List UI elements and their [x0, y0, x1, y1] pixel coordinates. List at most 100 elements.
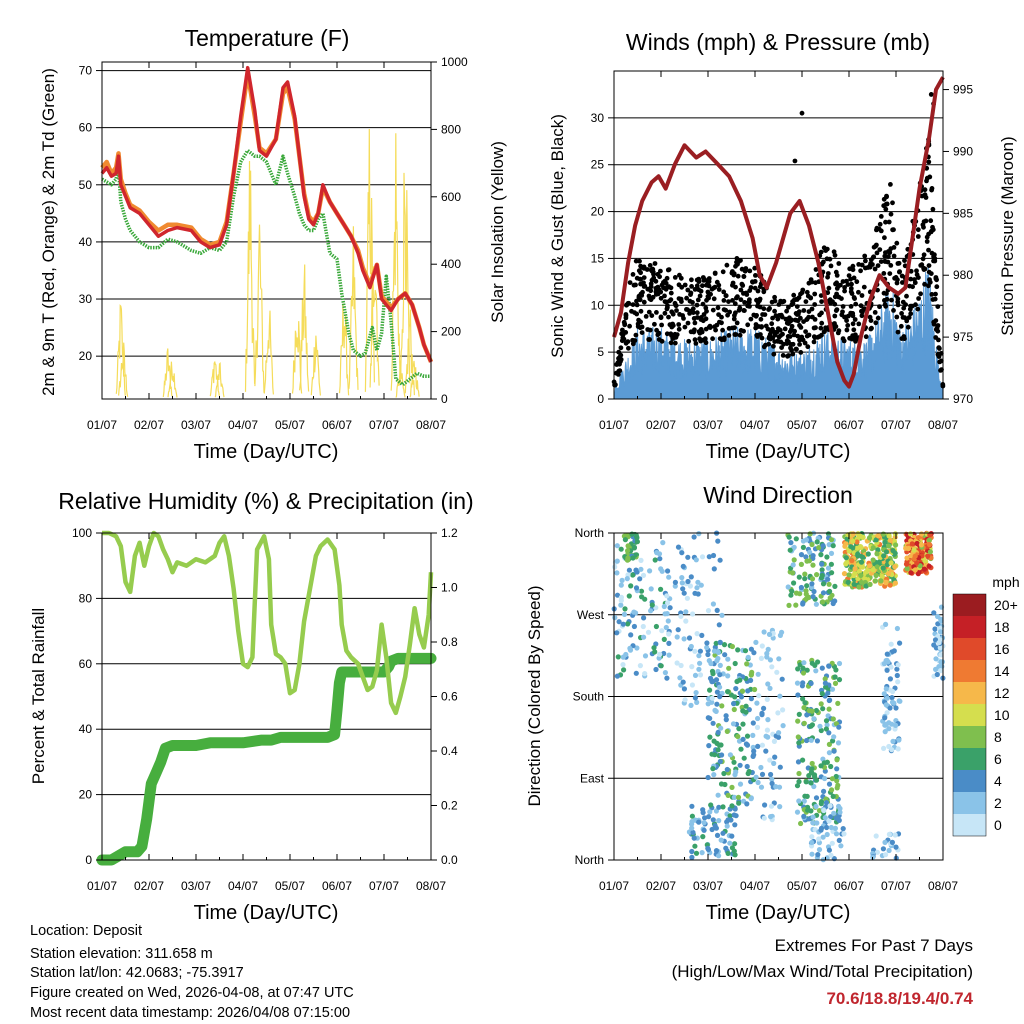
gust-point [674, 308, 679, 313]
direction-point [822, 815, 828, 821]
gust-point [743, 266, 749, 271]
gust-point [692, 287, 698, 292]
direction-point [619, 577, 625, 584]
direction-point [752, 686, 758, 693]
direction-point [735, 647, 741, 653]
direction-point [681, 636, 687, 642]
gust-point [641, 280, 646, 286]
direction-point [809, 839, 815, 846]
direction-point [768, 814, 774, 820]
direction-point [631, 544, 638, 551]
gust-point [834, 286, 840, 291]
direction-point [720, 804, 726, 810]
temperature-gridlines [102, 70, 431, 357]
direction-point [641, 615, 647, 621]
direction-point [641, 634, 647, 640]
gust-point [924, 239, 930, 244]
direction-point [672, 583, 678, 589]
gust-series [611, 92, 946, 389]
solar-spike [254, 224, 265, 393]
direction-point [866, 535, 873, 541]
direction-point [680, 563, 686, 570]
direction-point [724, 823, 730, 829]
direction-point [807, 549, 813, 555]
direction-point [696, 666, 702, 672]
direction-point [661, 603, 667, 610]
direction-point [802, 700, 808, 706]
direction-point [627, 645, 633, 652]
direction-point [729, 643, 736, 650]
direction-point [880, 565, 886, 571]
gust-point [851, 275, 857, 281]
gust-point [859, 308, 864, 314]
direction-point [694, 699, 700, 706]
direction-point [716, 818, 722, 824]
gust-point [738, 297, 744, 303]
gust-point [778, 339, 784, 345]
gust-point [689, 277, 694, 283]
direction-point [614, 673, 621, 679]
direction-ylabel: Direction (Colored By Speed) [525, 585, 544, 806]
gust-point [883, 303, 889, 309]
direction-point [887, 676, 894, 682]
gust-point [772, 294, 777, 300]
gust-point [904, 293, 909, 299]
direction-point [808, 680, 814, 687]
direction-point [796, 798, 802, 804]
direction-point [804, 583, 810, 589]
direction-point [761, 815, 767, 821]
gust-point [654, 310, 659, 315]
direction-point [816, 545, 822, 551]
gust-point [778, 333, 783, 338]
gust-point [735, 273, 741, 279]
direction-point [798, 584, 805, 591]
colorbar-label: 20+ [994, 597, 1018, 613]
gust-point [924, 234, 930, 240]
gust-point [933, 335, 939, 340]
gust-point [853, 332, 858, 338]
gust-point [926, 263, 932, 268]
direction-point [681, 686, 688, 692]
gust-point [850, 267, 856, 273]
y2-tick-label: 200 [441, 325, 461, 339]
direction-point [826, 781, 833, 787]
direction-point [740, 721, 746, 727]
gust-point [821, 329, 827, 335]
gust-point [832, 301, 838, 307]
direction-point [715, 729, 721, 736]
x-tick-label: 03/07 [181, 879, 211, 893]
direction-point [884, 695, 890, 701]
direction-point [779, 676, 785, 682]
direction-point [832, 680, 839, 687]
direction-point [813, 601, 820, 607]
gust-point [908, 268, 914, 274]
direction-point [694, 631, 700, 637]
direction-point [678, 662, 684, 669]
direction-point [886, 847, 892, 854]
gust-point [746, 299, 752, 305]
direction-point [803, 591, 809, 597]
direction-point [718, 725, 724, 731]
direction-point [614, 630, 620, 636]
gust-point [751, 312, 757, 318]
y-tick-label: North [575, 853, 604, 867]
gust-point [757, 298, 762, 304]
gust-point [725, 312, 730, 318]
direction-point [661, 650, 667, 657]
direction-point [665, 568, 671, 574]
gust-point [682, 324, 688, 330]
gust-point [670, 336, 676, 341]
direction-point [759, 742, 766, 748]
gust-point [813, 267, 819, 272]
direction-point [767, 657, 774, 663]
gust-point [645, 286, 651, 292]
direction-point [758, 655, 765, 662]
direction-point [886, 743, 892, 750]
solar-insolation-series [115, 128, 420, 398]
y-tick-label: 60 [79, 657, 93, 671]
solar-spike [390, 133, 401, 391]
gust-point [886, 254, 891, 259]
direction-point [657, 556, 663, 562]
gust-point [893, 275, 899, 280]
